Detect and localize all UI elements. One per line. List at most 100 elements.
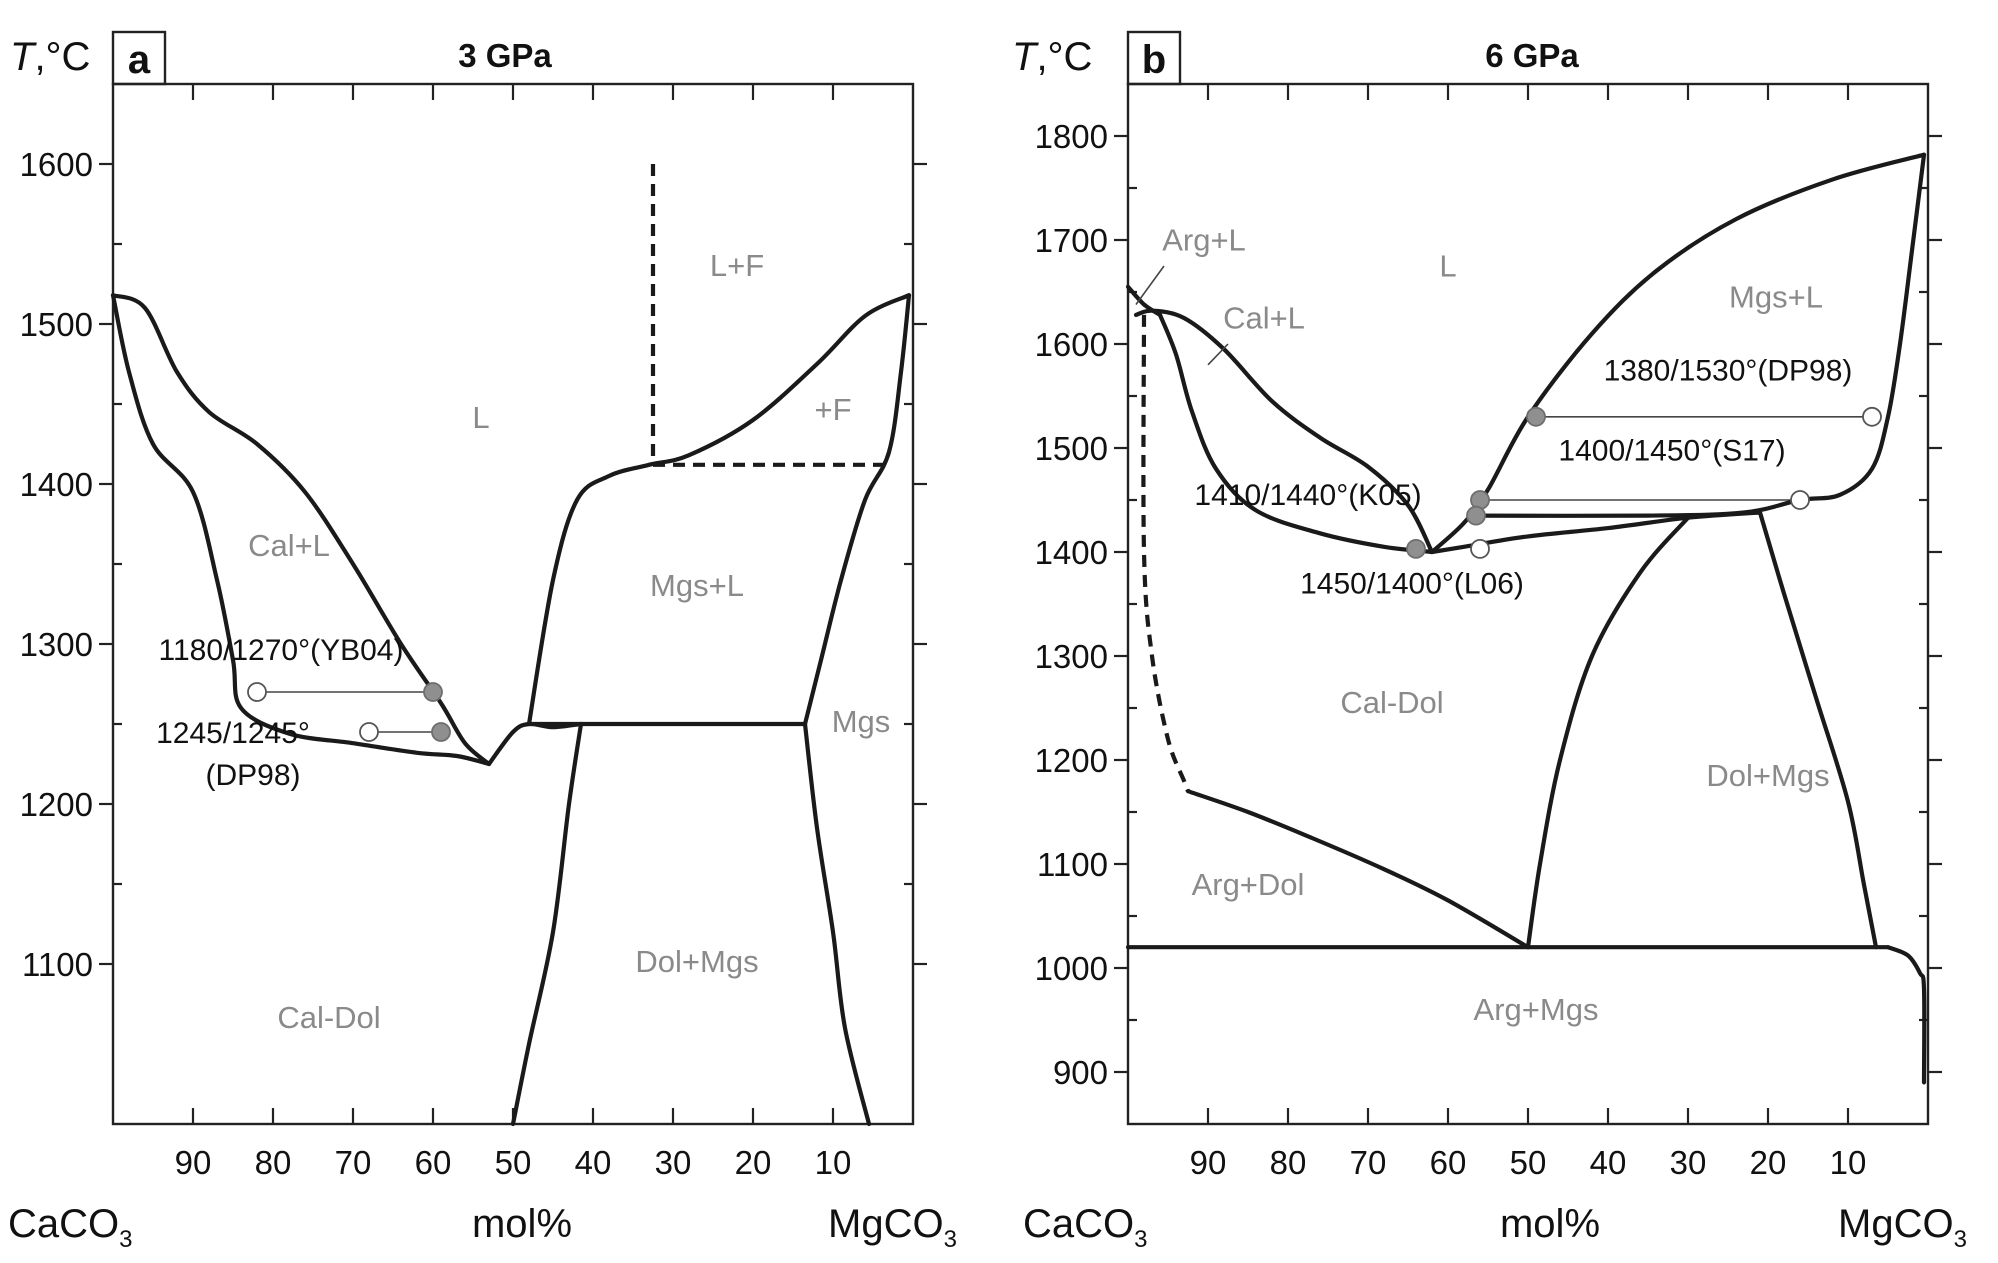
region-label: Mgs+L: [650, 568, 744, 603]
phase-boundary: [802, 293, 912, 727]
panel-b-tick-labels: 90 80 70 60 50 40 30 20 10 900 1000 1100 1200 1300 140…: [1035, 118, 1867, 1181]
phase-boundary: [486, 721, 584, 767]
x-tick-label: 30: [1670, 1144, 1707, 1181]
x-tick-label: 60: [1430, 1144, 1467, 1181]
panel-a-frame: [111, 82, 915, 1126]
dashed-phase-boundary: [1141, 314, 1190, 792]
y-tick-label: 1500: [20, 306, 93, 343]
data-point-filled: [1466, 505, 1486, 526]
phase-boundary: [1525, 515, 1691, 950]
y-tick-label: 1400: [20, 466, 93, 503]
panel-a-phase-boundaries: [110, 164, 912, 1127]
panel-a-tick-labels: 90 80 70 60 50 40 30 20 10 1100 1200 1300 1400 1500 16…: [20, 146, 852, 1181]
data-annotation: 1380/1530°(DP98): [1604, 354, 1853, 387]
x-tick-label: 90: [175, 1144, 212, 1181]
data-point-filled: [1526, 406, 1546, 427]
y-tick-label: 1200: [1035, 742, 1108, 779]
y-tick-label: 1000: [1035, 950, 1108, 987]
label-leader-line: [1207, 343, 1229, 366]
phase-boundary: [1157, 312, 1435, 555]
region-label: Dol+Mgs: [635, 944, 758, 979]
x-tick-label: 50: [1510, 1144, 1547, 1181]
region-label: Arg+Dol: [1192, 867, 1305, 902]
panel-a-xlabel: mol%: [472, 1202, 572, 1246]
phase-boundary: [1469, 152, 1927, 518]
x-tick-label: 70: [1350, 1144, 1387, 1181]
y-tick-label: 1100: [1037, 846, 1108, 883]
region-label: Dol+Mgs: [1706, 758, 1829, 793]
y-tick-label: 1600: [20, 146, 93, 183]
data-point-open: [247, 682, 267, 702]
x-tick-label: 70: [335, 1144, 372, 1181]
panel-a-left-end-label: CaCO3: [8, 1202, 133, 1253]
data-point-open: [1790, 490, 1810, 510]
data-point-filled: [1406, 538, 1426, 559]
region-label: L: [1439, 248, 1456, 283]
data-annotation: 1410/1440°(K05): [1194, 479, 1421, 512]
y-tick-label: 1500: [1035, 430, 1108, 467]
y-tick-label: 1200: [20, 786, 93, 823]
panel-b-frame: [1126, 82, 1930, 1126]
panel-b-left-end-label: CaCO3: [1023, 1202, 1148, 1253]
region-label: L: [472, 400, 489, 435]
panel-a-title: 3 GPa: [458, 37, 552, 74]
phase-boundary: [1133, 308, 1435, 555]
x-tick-label: 10: [1830, 1144, 1867, 1181]
data-annotation: (DP98): [205, 759, 300, 792]
panel-a-region-labels: L L+F +F Cal+L Mgs+L Mgs Dol+Mgs Cal-Dol: [248, 248, 890, 1035]
x-tick-label: 80: [1270, 1144, 1307, 1181]
phase-boundary: [510, 721, 584, 1127]
x-tick-label: 80: [255, 1144, 292, 1181]
panel-a-annotations: 1180/1270°(YB04) 1245/1245° (DP98): [156, 634, 403, 792]
x-tick-label: 40: [1590, 1144, 1627, 1181]
panel-b-tag-box: [1126, 30, 1182, 86]
panel-a-right-end-label: MgCO3: [828, 1202, 957, 1253]
panel-a-markers: [247, 682, 451, 742]
y-tick-label: 1300: [20, 626, 93, 663]
y-tick-label: 1700: [1035, 222, 1108, 259]
panel-b-tie-lines: [1480, 415, 1872, 501]
phase-boundary: [110, 293, 492, 767]
phase-boundary: [1885, 945, 1927, 1085]
region-label: Arg+L: [1162, 222, 1246, 257]
panel-b-ylabel: T,°C: [1012, 35, 1092, 79]
data-point-open: [359, 722, 379, 742]
region-label: +F: [814, 392, 851, 427]
panel-b-xlabel: mol%: [1500, 1202, 1600, 1246]
data-annotation: 1450/1400°(L06): [1300, 568, 1524, 601]
region-label: Mgs+L: [1729, 280, 1823, 315]
region-label: L+F: [710, 248, 764, 283]
region-label: Cal+L: [1223, 300, 1305, 335]
y-tick-label: 1400: [1035, 534, 1108, 571]
y-tick-label: 1100: [22, 946, 93, 983]
y-tick-label: 1800: [1035, 118, 1108, 155]
phase-boundary: [802, 721, 872, 1127]
phase-boundary: [1185, 789, 1531, 950]
y-tick-label: 900: [1053, 1054, 1108, 1091]
panel-b-ticks: [1114, 84, 1942, 1124]
data-point-open: [1470, 538, 1490, 559]
panel-b-tag: b: [1142, 38, 1166, 82]
panel-a-tie-lines: [257, 691, 441, 733]
phase-boundary: [1429, 152, 1927, 555]
panel-b: T,°C b 6 GPa 90 80 70 60 50 40 30 20 10 900 1000 11…: [1012, 30, 1967, 1253]
x-tick-label: 10: [815, 1144, 852, 1181]
label-leader-line: [1135, 265, 1165, 305]
phase-boundary: [526, 293, 912, 727]
panel-b-annotations: 1380/1530°(DP98) 1400/1450°(S17) 1410/1440…: [1135, 265, 1853, 601]
data-point-filled: [423, 682, 443, 702]
panel-a: T,°C a 3 GPa 90 80 70 60 50 40 30 20 10 1100 1200 1…: [8, 30, 957, 1253]
y-tick-label: 1300: [1035, 638, 1108, 675]
panel-b-markers: [1406, 406, 1882, 559]
x-tick-label: 50: [495, 1144, 532, 1181]
panel-a-tag: a: [128, 38, 151, 82]
x-tick-label: 90: [1190, 1144, 1227, 1181]
x-tick-label: 20: [1750, 1144, 1787, 1181]
panel-b-right-end-label: MgCO3: [1838, 1202, 1967, 1253]
data-point-filled: [431, 722, 451, 742]
x-tick-label: 40: [575, 1144, 612, 1181]
region-label: Cal+L: [248, 528, 330, 563]
y-tick-label: 1600: [1035, 326, 1108, 363]
